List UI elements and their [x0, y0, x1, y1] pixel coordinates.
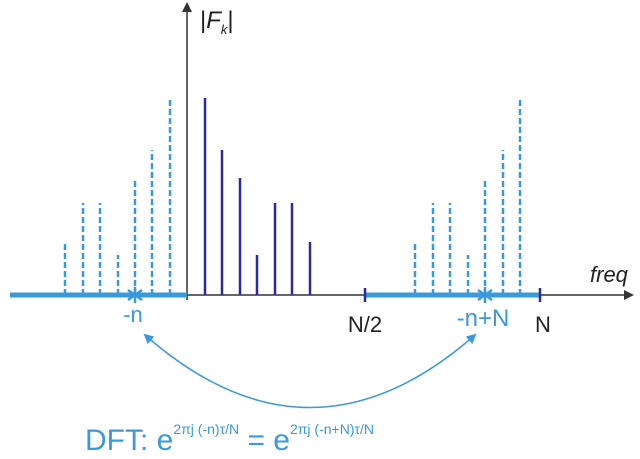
formula-part: = e — [239, 424, 290, 457]
formula-part: DFT: e — [85, 424, 173, 457]
marker-label: -n+N — [457, 305, 510, 332]
marker-label: N — [535, 312, 551, 337]
y-axis-label: |Fk| — [200, 7, 234, 37]
mirror-spectrum — [63, 98, 522, 295]
exponent: 2πj (-n)τ/N — [173, 421, 239, 437]
bar: | — [227, 7, 233, 34]
arc-arrow — [143, 333, 477, 409]
bar: | — [200, 7, 206, 34]
marker-label: -n — [123, 302, 143, 327]
symbol: F — [206, 7, 222, 34]
marker-label: N/2 — [348, 312, 382, 337]
spectrum — [203, 98, 312, 295]
formula: DFT: e2πj (-n)τ/N = e2πj (-n+N)τ/N — [85, 421, 374, 457]
subscript: k — [221, 22, 229, 37]
star — [127, 287, 493, 303]
x-axis-label: freq — [590, 262, 629, 287]
exponent: 2πj (-n+N)τ/N — [290, 421, 374, 437]
